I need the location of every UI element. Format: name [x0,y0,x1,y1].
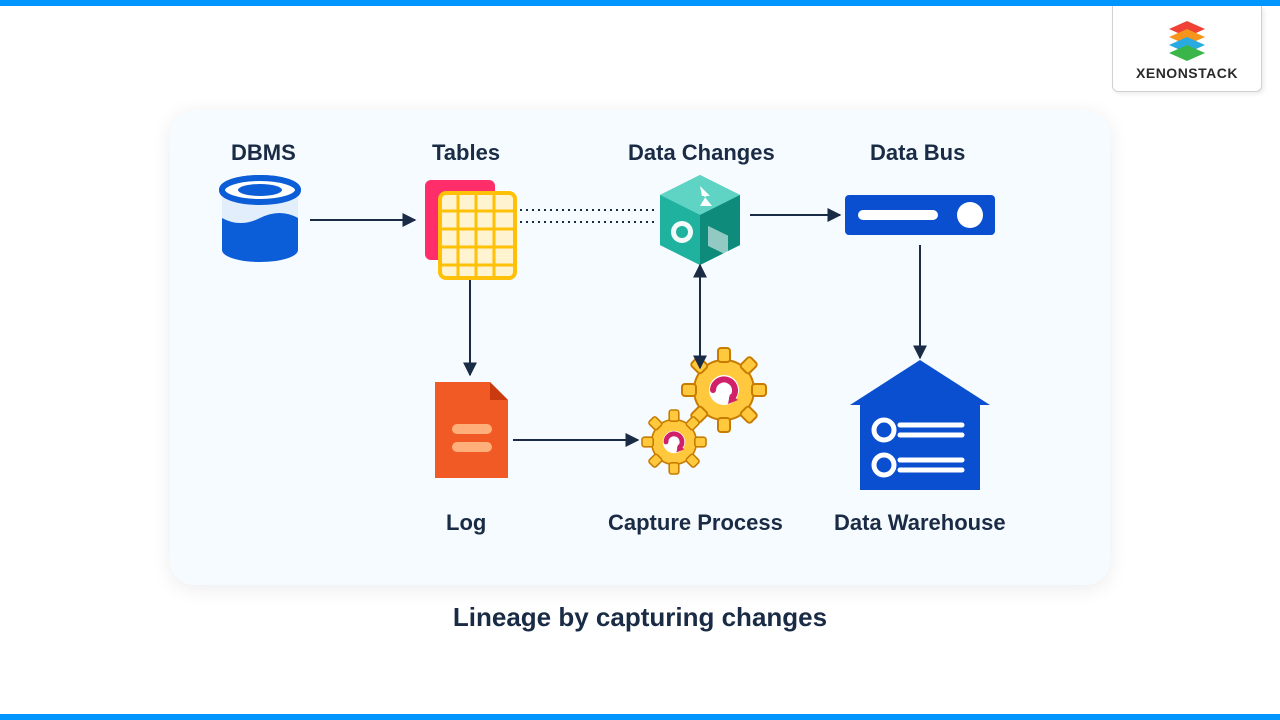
diagram-card: DBMS Tables Data Changes Data Bus Log Ca… [170,110,1110,585]
brand-logo-box: XENONSTACK [1112,6,1262,92]
data-warehouse-icon [850,360,990,490]
edges [310,210,920,440]
bottom-accent-bar [0,714,1280,720]
data-bus-icon [845,195,995,235]
capture-process-icon [642,348,766,474]
data-changes-icon [660,175,740,265]
brand-name: XENONSTACK [1136,65,1238,81]
brand-logo-icon [1163,17,1211,61]
figure-caption: Lineage by capturing changes [0,602,1280,633]
diagram-svg [170,110,1110,585]
top-accent-bar [0,0,1280,6]
dbms-icon [222,178,298,262]
log-icon [435,382,508,478]
tables-icon [425,180,515,278]
